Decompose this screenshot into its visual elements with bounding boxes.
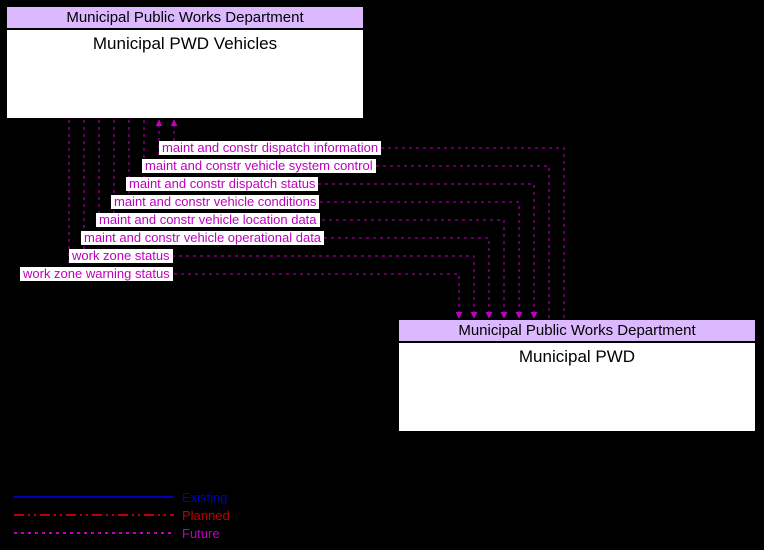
node-top-body: Municipal PWD Vehicles bbox=[7, 30, 363, 54]
legend-row: Future bbox=[14, 524, 230, 542]
flow-label: maint and constr dispatch information bbox=[159, 141, 381, 155]
node-bottom-header: Municipal Public Works Department bbox=[399, 320, 755, 343]
legend: Existing Planned Future bbox=[14, 488, 230, 542]
legend-label: Future bbox=[182, 526, 220, 541]
flow-label: maint and constr vehicle location data bbox=[96, 213, 320, 227]
node-bottom-body: Municipal PWD bbox=[399, 343, 755, 367]
node-municipal-pwd-vehicles: Municipal Public Works Department Munici… bbox=[5, 5, 365, 120]
flow-label: maint and constr vehicle operational dat… bbox=[81, 231, 324, 245]
legend-label: Planned bbox=[182, 508, 230, 523]
flow-label: work zone warning status bbox=[20, 267, 173, 281]
legend-label: Existing bbox=[182, 490, 228, 505]
flow-label: maint and constr dispatch status bbox=[126, 177, 318, 191]
legend-swatch bbox=[14, 526, 174, 540]
legend-swatch bbox=[14, 508, 174, 522]
legend-row: Existing bbox=[14, 488, 230, 506]
legend-swatch bbox=[14, 490, 174, 504]
diagram-stage: Municipal Public Works Department Munici… bbox=[0, 0, 764, 550]
node-top-header: Municipal Public Works Department bbox=[7, 7, 363, 30]
legend-row: Planned bbox=[14, 506, 230, 524]
flow-label: maint and constr vehicle system control bbox=[142, 159, 376, 173]
flow-label: work zone status bbox=[69, 249, 173, 263]
node-municipal-pwd: Municipal Public Works Department Munici… bbox=[397, 318, 757, 433]
flow-label: maint and constr vehicle conditions bbox=[111, 195, 319, 209]
